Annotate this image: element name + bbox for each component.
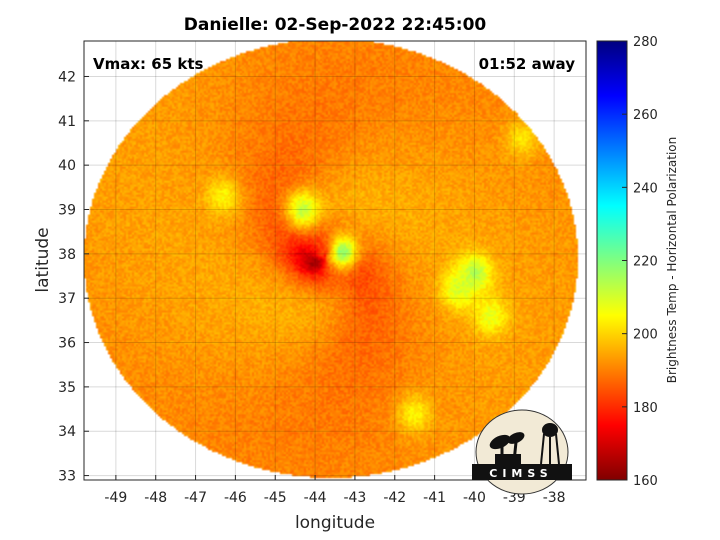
y-tick-label: 37: [58, 291, 76, 307]
colorbar-tick-label: 260: [633, 108, 658, 123]
y-tick-label: 38: [58, 247, 76, 263]
y-tick-label: 40: [58, 158, 76, 174]
x-tick-label: -45: [264, 490, 287, 506]
y-tick-label: 41: [58, 114, 76, 130]
x-tick-label: -44: [304, 490, 327, 506]
x-tick-label: -48: [144, 490, 167, 506]
y-tick-label: 36: [58, 336, 76, 352]
colorbar-label: Brightness Temp - Horizontal Polarizatio…: [665, 137, 679, 384]
colorbar-tick-label: 240: [633, 181, 658, 196]
y-tick-label: 33: [58, 469, 76, 485]
logo-text: CIMSS: [489, 467, 552, 480]
cimss-logo: CIMSS: [472, 409, 572, 495]
brightness-temperature-heatmap: [84, 41, 586, 480]
y-tick-label: 42: [58, 69, 76, 85]
vmax-annotation: Vmax: 65 kts: [93, 55, 203, 73]
x-tick-label: -46: [224, 490, 247, 506]
satellite-dish-icon: [489, 432, 525, 464]
x-tick-label: -49: [104, 490, 127, 506]
chart-title: Danielle: 02-Sep-2022 22:45:00: [184, 15, 487, 35]
x-axis-label: longitude: [295, 513, 375, 533]
x-tick-label: -43: [343, 490, 366, 506]
colorbar-tick-label: 280: [633, 35, 658, 50]
time-away-annotation: 01:52 away: [479, 55, 576, 73]
x-tick-label: -42: [383, 490, 406, 506]
colorbar-tick-label: 180: [633, 401, 658, 416]
y-axis-label: latitude: [33, 227, 53, 292]
grid-lines: [84, 41, 586, 480]
colorbar-tick-label: 220: [633, 255, 658, 270]
plot-frame: [83, 40, 587, 481]
x-tick-label: -38: [543, 490, 566, 506]
y-tick-label: 35: [58, 380, 76, 396]
x-axis: -49 -48 -47 -46 -45 -44 -43 -42 -41 -40 -39 -38: [104, 475, 566, 506]
colorbar-tick-label: 160: [633, 474, 658, 489]
colorbar-tick-label: 200: [633, 328, 658, 343]
x-tick-label: -40: [463, 490, 486, 506]
water-tower-icon: [540, 423, 560, 465]
y-axis: 33 34 35 36 37 38 39 40 41 42: [58, 69, 89, 485]
x-tick-label: -47: [184, 490, 207, 506]
y-tick-label: 34: [58, 424, 76, 440]
colorbar-ticks: 160 180 200 220 240 260 280: [622, 35, 658, 489]
x-tick-label: -41: [423, 490, 446, 506]
y-tick-label: 39: [58, 203, 76, 219]
